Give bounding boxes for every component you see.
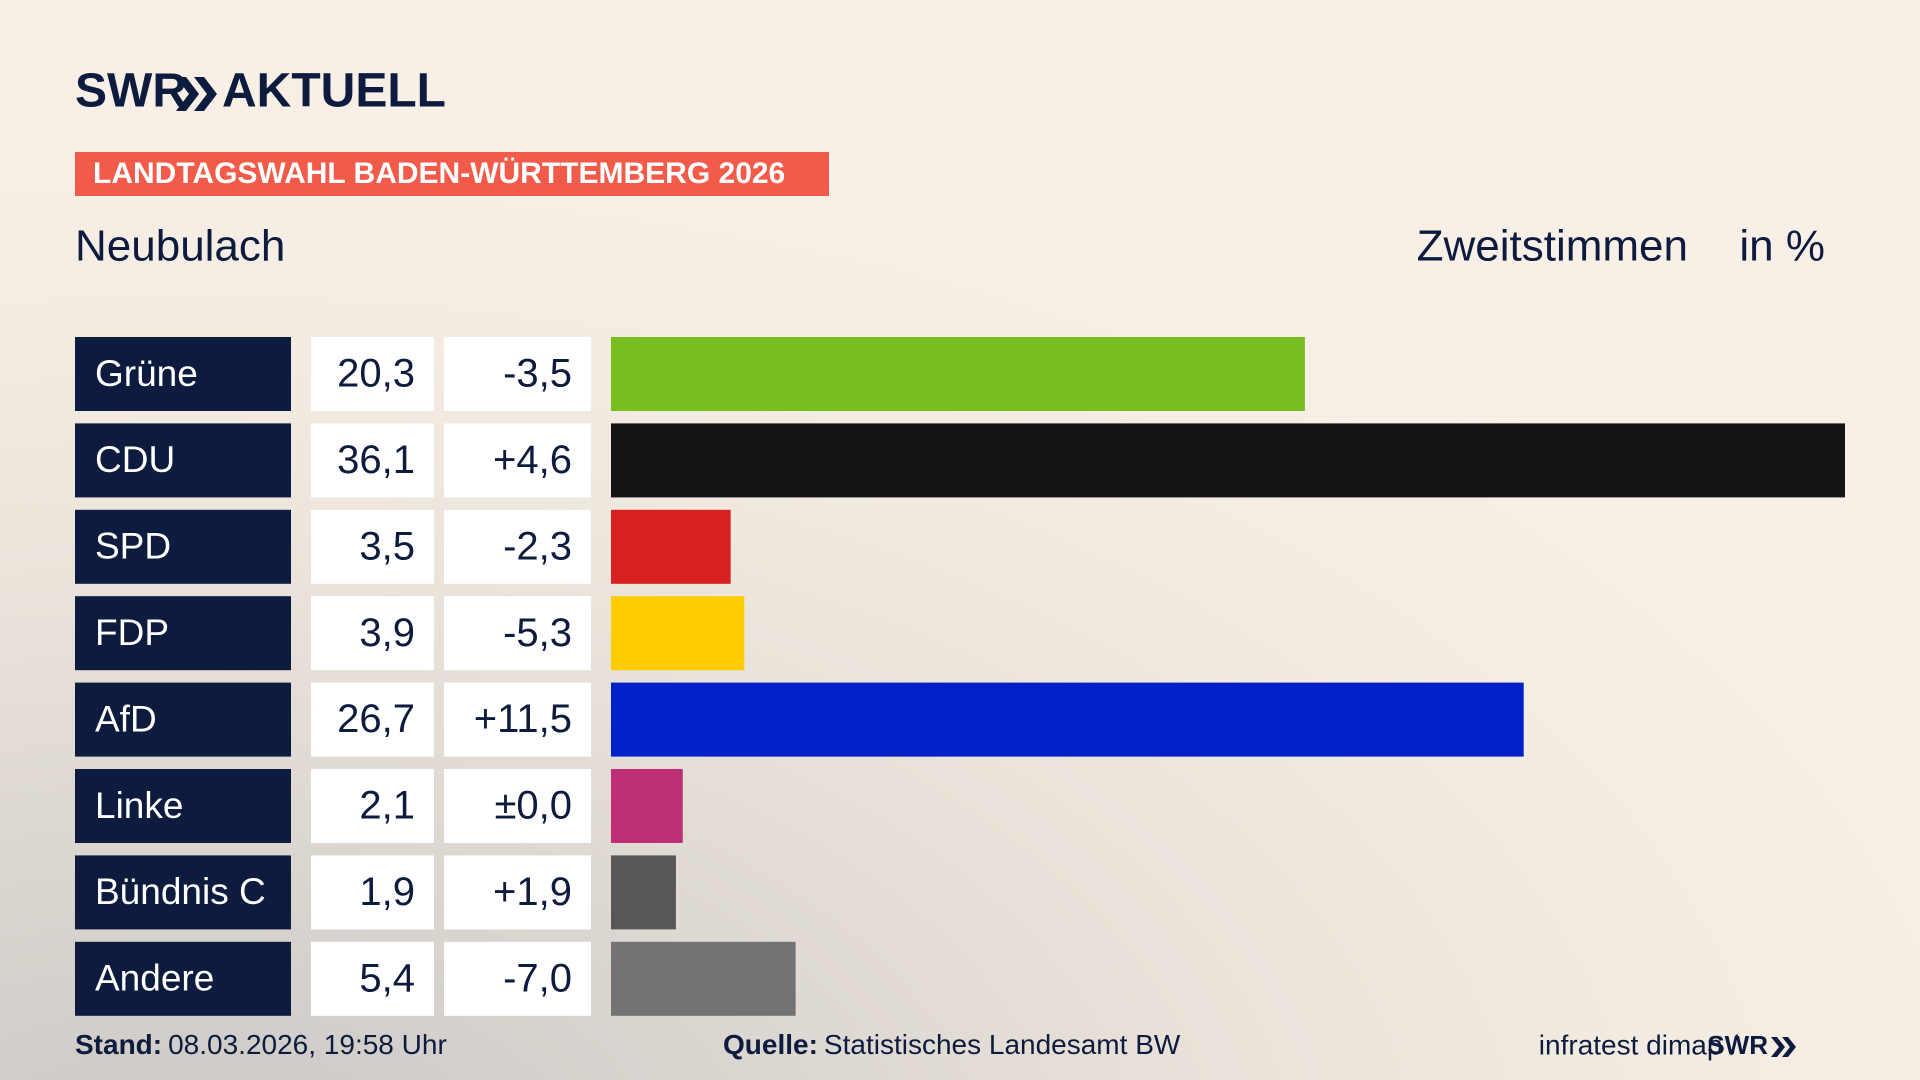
change-box (444, 337, 591, 411)
value-box (311, 423, 434, 498)
value-box (311, 682, 434, 757)
bar (611, 769, 683, 843)
value-box (311, 769, 434, 843)
logo-chevrons (176, 77, 217, 111)
change-label: +11,5 (474, 697, 572, 741)
footer-source: Quelle: Statistisches Landesamt BW (723, 1029, 1181, 1060)
change-label: -5,3 (503, 611, 572, 655)
change-label: ±0,0 (494, 784, 572, 828)
change-box (444, 423, 591, 498)
party-box (75, 855, 291, 930)
party-label: AfD (95, 698, 157, 739)
unit: in % (1739, 222, 1825, 271)
change-label: -3,5 (503, 352, 572, 396)
change-box (444, 941, 591, 1016)
party-label: Grüne (95, 353, 198, 394)
bar (611, 682, 1524, 757)
value-label: 5,4 (359, 956, 415, 1000)
chart-title: LANDTAGSWAHL BADEN-WÜRTTEMBERG 2026 (93, 157, 785, 190)
bar (611, 941, 796, 1016)
change-label: -7,0 (503, 956, 572, 1000)
bar (611, 855, 676, 930)
party-box (75, 769, 291, 843)
value-box (311, 855, 434, 930)
change-box (444, 509, 591, 584)
measure: Zweitstimmen (1417, 222, 1688, 271)
party-box (75, 337, 291, 411)
logo-product: AKTUELL (222, 65, 446, 118)
bar (611, 423, 1845, 498)
value-box (311, 337, 434, 411)
party-label: SPD (95, 526, 171, 567)
subtitle: Neubulach (75, 222, 285, 271)
change-box (444, 596, 591, 671)
footer-chevrons (1771, 1037, 1796, 1057)
logo: SWR AKTUELL (75, 65, 446, 118)
value-label: 3,5 (359, 524, 415, 568)
value-label: 2,1 (359, 784, 415, 828)
party-label: CDU (95, 439, 175, 480)
party-box (75, 423, 291, 498)
party-box (75, 509, 291, 584)
party-box (75, 941, 291, 1016)
source-value: Statistisches Landesamt BW (824, 1029, 1181, 1060)
bar (611, 337, 1305, 411)
value-label: 3,9 (359, 611, 415, 655)
change-label: +4,6 (493, 438, 572, 482)
party-label: Linke (95, 785, 183, 826)
logo-brand: SWR (75, 65, 187, 118)
title-box (75, 152, 829, 196)
change-box (444, 682, 591, 757)
value-box (311, 509, 434, 584)
party-label: Bündnis C (95, 871, 266, 912)
party-box (75, 682, 291, 757)
footer-credit: infratest dimap / (1539, 1029, 1738, 1060)
party-label: Andere (95, 958, 214, 999)
rows: Grüne 20,3 -3,5 CDU 36,1 +4,6 SPD 3,5 -2,3 FDP 3,9… (75, 337, 1845, 1016)
bar (611, 596, 745, 671)
source-label: Quelle: (723, 1029, 818, 1060)
change-box (444, 769, 591, 843)
party-label: FDP (95, 612, 169, 653)
stand-label: Stand: (75, 1029, 162, 1060)
change-label: +1,9 (493, 870, 572, 914)
value-box (311, 596, 434, 671)
value-label: 20,3 (337, 352, 415, 396)
change-box (444, 855, 591, 930)
footer: Stand: 08.03.2026, 19:58 Uhr Quelle: Stati… (75, 1029, 1796, 1060)
stand-value: 08.03.2026, 19:58 Uhr (168, 1029, 447, 1060)
value-label: 36,1 (337, 438, 415, 482)
change-label: -2,3 (503, 524, 572, 568)
value-box (311, 941, 434, 1016)
bar (611, 509, 731, 584)
value-label: 26,7 (337, 697, 415, 741)
value-label: 1,9 (359, 870, 415, 914)
party-box (75, 596, 291, 671)
footer-stand: Stand: 08.03.2026, 19:58 Uhr (75, 1029, 447, 1060)
footer-brand: SWR (1707, 1030, 1768, 1060)
